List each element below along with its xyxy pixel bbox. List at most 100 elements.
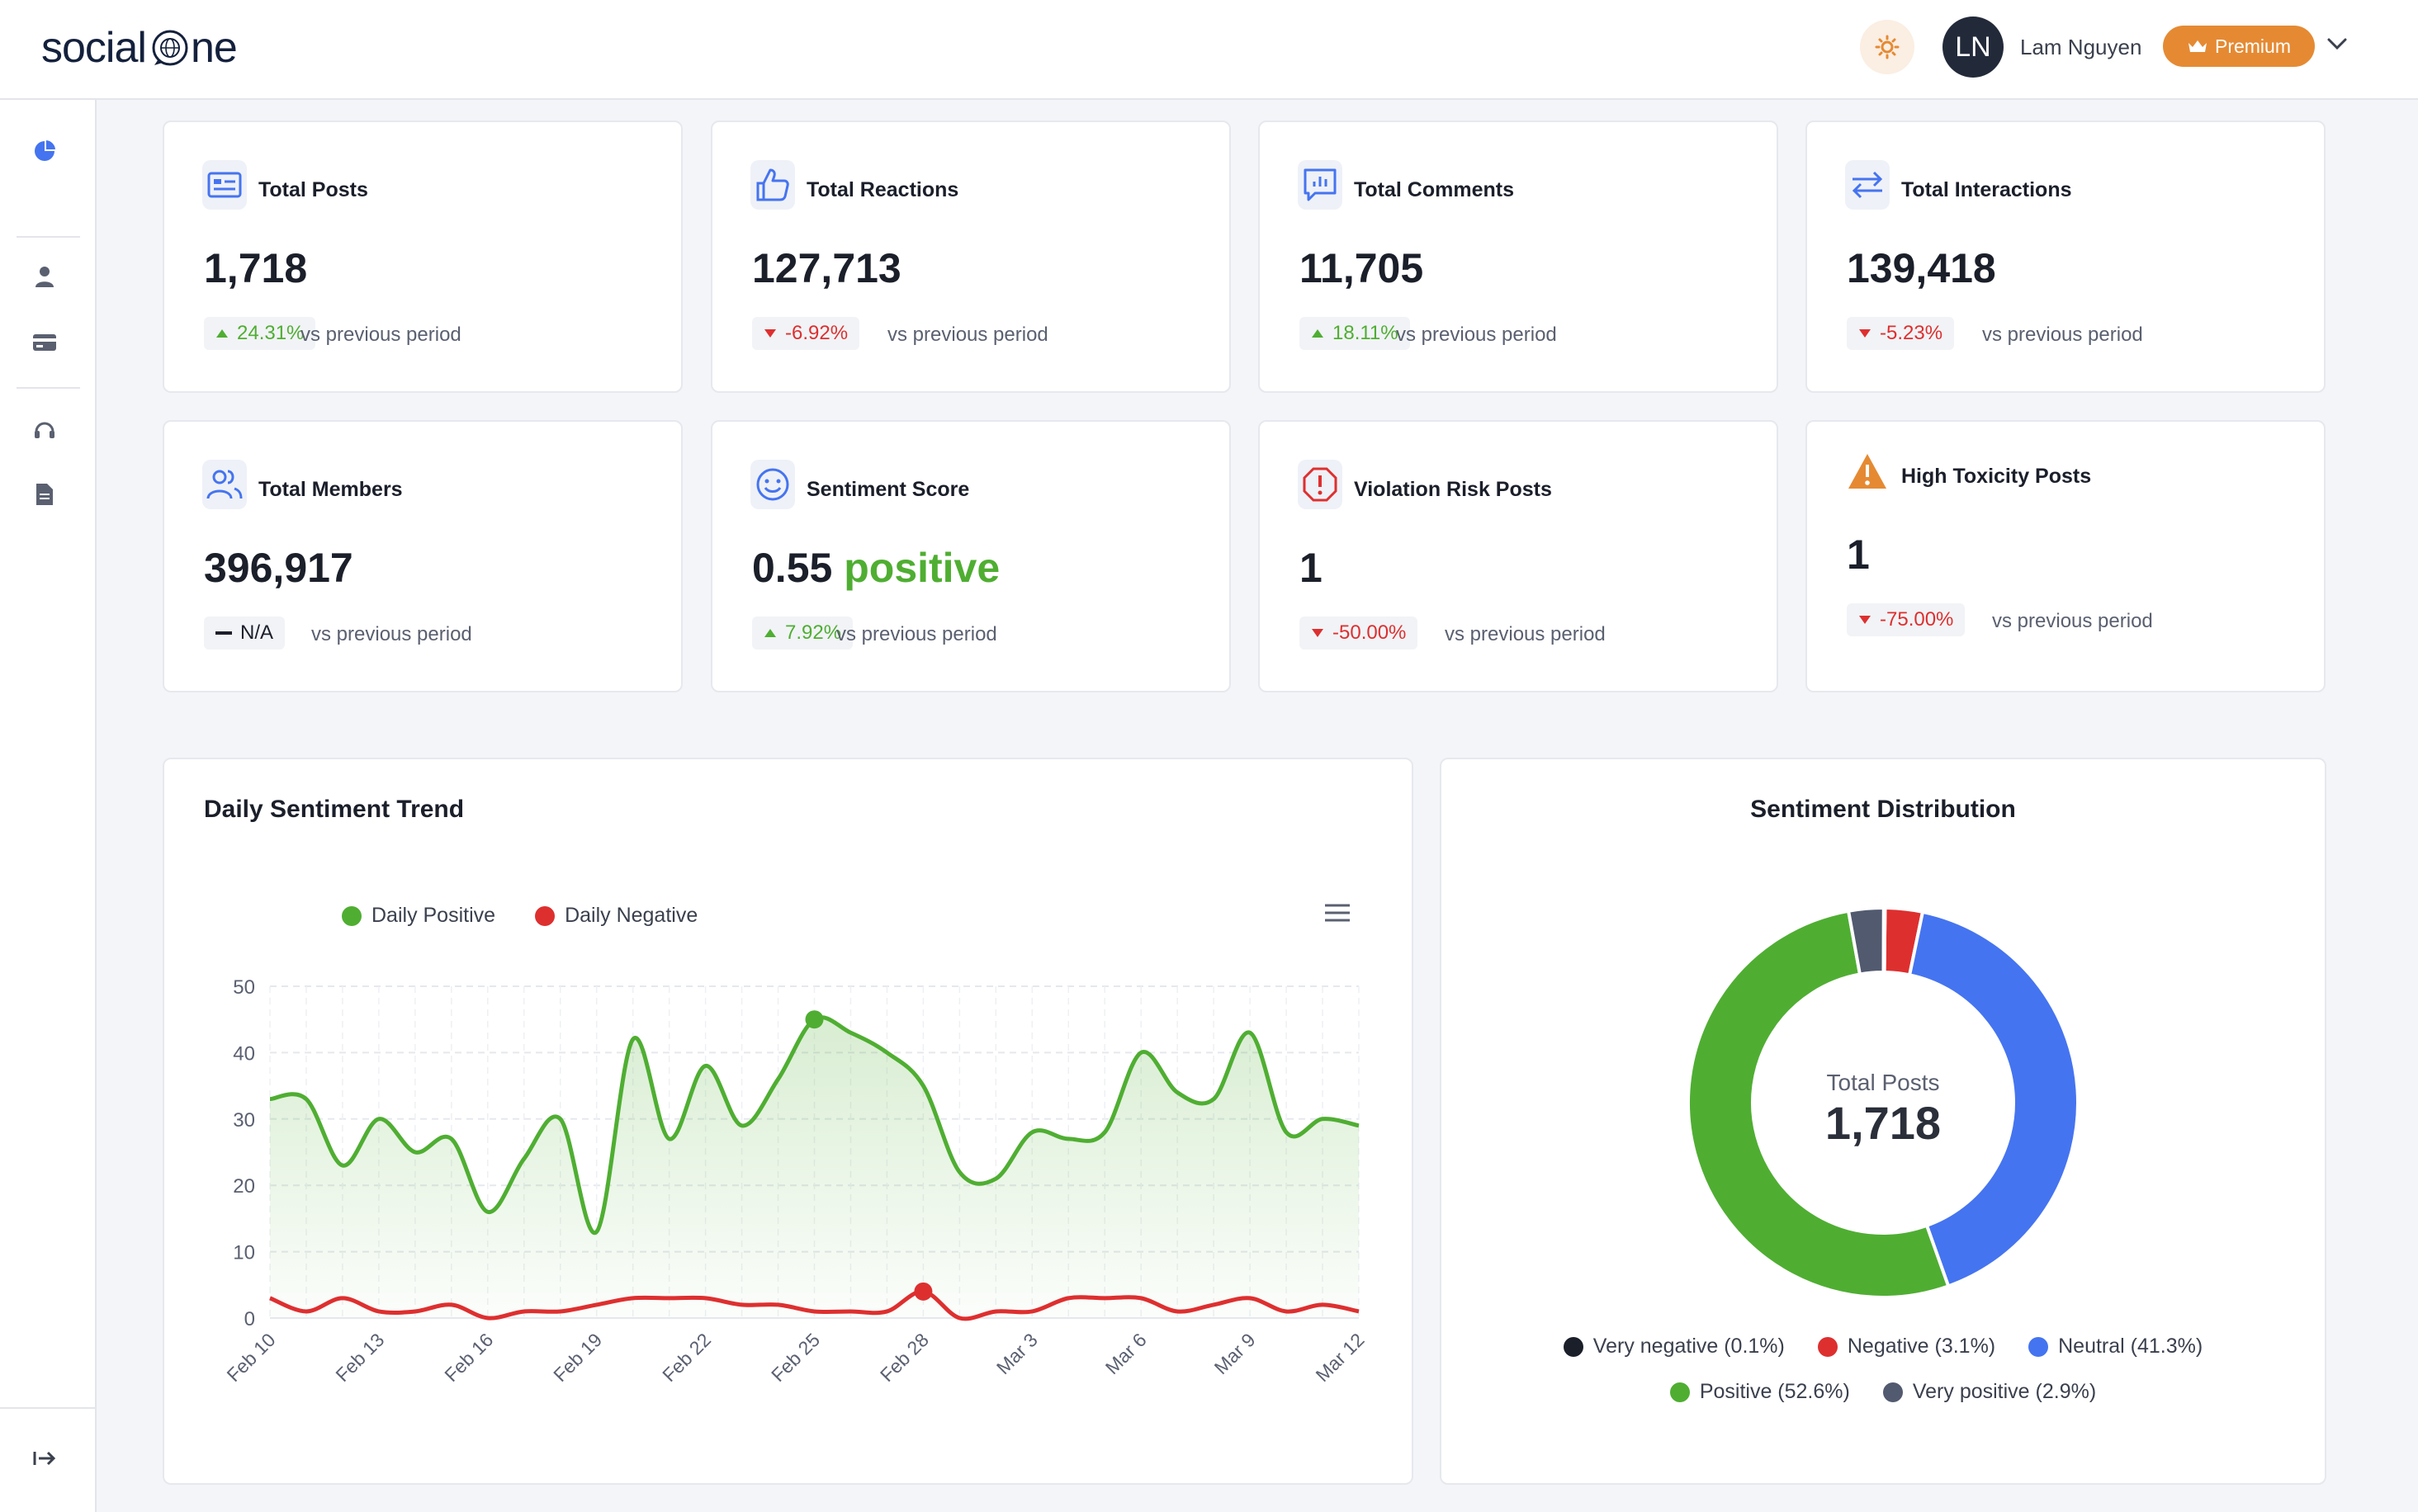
stat-title: Total Posts [258,178,368,201]
dash-icon [215,631,232,636]
legend-item-neutral[interactable]: Neutral (41.3%) [2028,1335,2203,1358]
comment-icon [1302,167,1338,203]
data-point-negative [914,1282,933,1301]
premium-badge[interactable]: Premium [2163,26,2315,67]
stat-number: 1 [1299,545,1323,591]
logo-text-left: social [41,24,147,72]
app-logo[interactable]: social ne [41,23,238,73]
arrow-up-icon [1311,328,1324,338]
stat-title: Total Interactions [1901,178,2072,201]
x-tick-label: Feb 22 [658,1329,715,1386]
stat-value: 396,917 [204,544,353,592]
legend-label: Very negative (0.1%) [1592,1335,1785,1358]
legend-label: Daily Negative [565,904,698,927]
user-avatar[interactable]: LN [1942,17,2004,78]
pie-legend-row-1: Very negative (0.1%) Negative (3.1%) Neu… [1441,1335,2325,1358]
donut-chart [1687,905,2080,1299]
vs-previous-label: vs previous period [1992,610,2153,632]
stat-card-total-posts: Total Posts 1,718 24.31% vs previous period [163,120,683,393]
stat-title: Violation Risk Posts [1354,478,1552,501]
warning-triangle-icon [1847,452,1888,490]
vs-previous-label: vs previous period [1396,324,1557,346]
stat-icon-box [1298,160,1342,210]
user-name[interactable]: Lam Nguyen [2020,35,2142,59]
sun-icon [1875,35,1900,59]
data-point-positive [805,1010,824,1029]
stat-sentiment-label: positive [844,545,1001,591]
legend-item-negative[interactable]: Negative (3.1%) [1817,1335,1995,1358]
legend-dot [1882,1382,1903,1402]
legend-item-negative[interactable]: Daily Negative [535,904,698,928]
stat-card-total-comments: Total Comments 11,705 18.11% vs previous pe… [1258,120,1778,393]
sidebar-expand-button[interactable] [30,1443,59,1473]
stat-title: Total Comments [1354,178,1514,201]
legend-item-very-positive[interactable]: Very positive (2.9%) [1882,1380,2097,1404]
delta-value: N/A [240,621,274,644]
delta-badge: -5.23% [1847,317,1955,350]
stat-card-violation-risk-posts: Violation Risk Posts 1 -50.00% vs previous … [1258,420,1778,692]
stat-card-high-toxicity-posts: High Toxicity Posts 1 -75.00% vs previous p… [1805,420,2326,692]
stat-value: 1 [1299,544,1323,592]
stat-card-sentiment-score: Sentiment Score 0.55 positive 7.92% vs prev… [711,420,1231,692]
stat-title: High Toxicity Posts [1901,465,2092,488]
arrow-down-icon [1311,628,1324,638]
pie-chart-icon [35,140,55,161]
stat-card-total-interactions: Total Interactions 139,418 -5.23% vs previo… [1805,120,2326,393]
stat-title: Total Reactions [807,178,959,201]
headset-icon [35,422,54,438]
stat-icon-box [1845,447,1890,496]
chart-legend: Daily Positive Daily Negative [342,904,698,928]
delta-badge: -50.00% [1299,617,1418,650]
legend-item-positive[interactable]: Positive (52.6%) [1669,1380,1850,1404]
expand-arrow-icon [33,1451,56,1466]
sidebar-item-dashboard[interactable] [30,136,59,166]
stat-icon-box [1845,160,1890,210]
x-tick-label: Feb 19 [549,1329,606,1386]
legend-dot [2028,1336,2049,1357]
legend-dot [342,905,362,926]
sidebar-item-support[interactable] [30,415,59,445]
chart-title: Daily Sentiment Trend [204,796,465,823]
delta-badge: 7.92% [752,617,854,650]
stat-value: 127,713 [752,244,901,292]
legend-item-very-negative[interactable]: Very negative (0.1%) [1563,1335,1785,1358]
y-tick-label: 10 [233,1242,255,1264]
donut-center-label: Total Posts [1826,1070,1940,1095]
vs-previous-label: vs previous period [1982,324,2143,346]
arrow-down-icon [764,328,777,338]
sidebar-item-reports[interactable] [30,480,59,509]
stat-icon-box [202,160,247,210]
legend-item-positive[interactable]: Daily Positive [342,904,495,928]
delta-value: -5.23% [1880,322,1943,344]
arrow-up-icon [764,628,777,638]
x-tick-label: Mar 6 [1101,1329,1151,1378]
stat-title: Total Members [258,478,403,501]
y-tick-label: 20 [233,1175,255,1198]
chart-menu-icon[interactable] [1323,901,1351,924]
stat-number: 396,917 [204,545,353,591]
chevron-down-icon[interactable] [2326,36,2348,51]
sidebar-item-billing[interactable] [30,328,59,357]
thumbs-up-icon [755,167,791,203]
sidebar-divider [0,1407,97,1409]
legend-dot [1563,1336,1583,1357]
arrow-down-icon [1858,615,1871,625]
stat-card-total-reactions: Total Reactions 127,713 -6.92% vs previous … [711,120,1231,393]
theme-toggle-button[interactable] [1860,20,1914,74]
stat-title: Sentiment Score [807,478,970,501]
delta-value: 18.11% [1332,322,1398,344]
pie-slice-neutral[interactable] [1907,910,2080,1288]
premium-label: Premium [2214,35,2291,57]
legend-label: Very positive (2.9%) [1912,1380,2097,1403]
delta-value: -75.00% [1880,608,1954,631]
x-tick-label: Feb 16 [440,1329,497,1386]
pie-slice-positive[interactable] [1687,909,1951,1299]
pie-legend-row-2: Positive (52.6%) Very positive (2.9%) [1441,1380,2325,1404]
vs-previous-label: vs previous period [887,324,1048,346]
y-tick-label: 40 [233,1042,255,1065]
pie-slice-very-negative[interactable] [1881,905,1887,975]
delta-value: 24.31% [237,322,305,344]
stat-number: 11,705 [1299,245,1424,291]
sidebar-item-profile[interactable] [30,262,59,291]
series-line-daily-negative [269,1289,1360,1321]
